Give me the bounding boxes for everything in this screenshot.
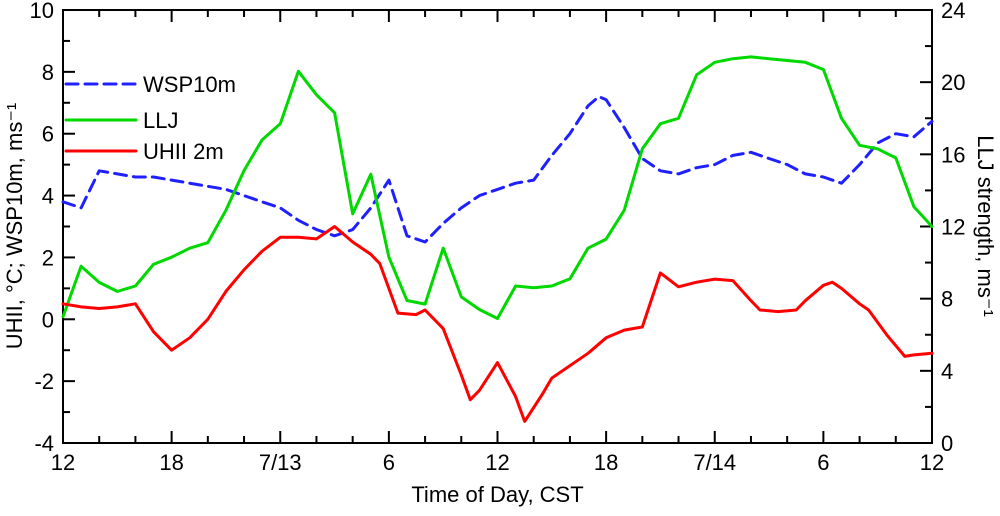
right-tick-label: 20 [941,70,965,95]
left-tick-label: 2 [42,245,54,270]
right-tick-label: 8 [941,287,953,312]
right-tick-label: 4 [941,359,953,384]
x-tick-label: 12 [51,450,75,475]
right-tick-label: 12 [941,215,965,240]
left-tick-label: -4 [34,431,54,456]
x-tick-label: 18 [159,450,183,475]
x-tick-label: 6 [383,450,395,475]
legend-label-uhii-2m: UHII 2m [143,139,224,164]
left-tick-label: 0 [42,307,54,332]
right-tick-label: 0 [941,431,953,456]
x-axis-title: Time of Day, CST [411,482,584,507]
right-tick-label: 24 [941,0,965,23]
left-tick-label: 4 [42,184,54,209]
series-uhii-2m [61,225,934,423]
left-tick-label: 8 [42,60,54,85]
x-tick-label: 12 [920,450,944,475]
legend-label-wsp10m: WSP10m [143,72,236,97]
left-tick-label: 10 [30,0,54,23]
x-tick-label: 7/13 [259,450,302,475]
x-tick-label: 6 [817,450,829,475]
right-tick-label: 16 [941,142,965,167]
legend-label-llj: LLJ [143,108,178,133]
left-tick-label: 6 [42,122,54,147]
series-llj [61,55,934,320]
series-wsp10m [61,95,934,244]
x-tick-label: 7/14 [693,450,736,475]
left-axis-title: UHII, °C; WSP10m, ms⁻¹ [2,102,27,350]
x-tick-label: 12 [485,450,509,475]
left-tick-label: -2 [34,369,54,394]
x-tick-label: 18 [594,450,618,475]
right-axis-title: LLJ strength, ms⁻¹ [973,135,998,317]
